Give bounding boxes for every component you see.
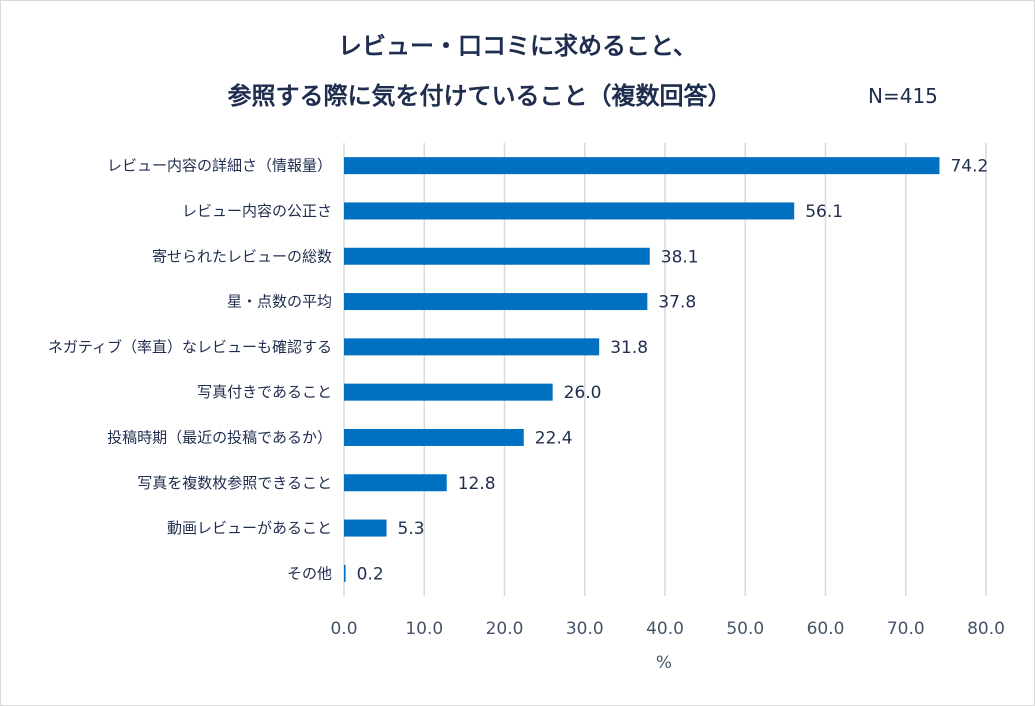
- x-tick-label: 30.0: [566, 619, 604, 639]
- x-tick-label: 50.0: [726, 619, 764, 639]
- category-label: 寄せられたレビューの総数: [152, 247, 332, 265]
- chart-title-line2: 参照する際に気を付けていること（複数回答）: [227, 82, 732, 110]
- value-labels: 74.2 56.1 38.1 37.8 31.8 26.0 22.4 12.8 5.3 0.2: [357, 157, 989, 585]
- x-tick-label: 70.0: [887, 619, 925, 639]
- x-tick-labels: 0.0 10.0 20.0 30.0 40.0 50.0 60.0 70.0 80.0: [330, 619, 1004, 639]
- bar: [344, 428, 524, 446]
- value-label: 56.1: [805, 202, 843, 222]
- bars: [344, 157, 940, 582]
- category-label: レビュー内容の公正さ: [182, 202, 332, 220]
- chart-title-line1: レビュー・口コミに求めること、: [337, 32, 698, 60]
- category-label: 写真付きであること: [197, 383, 332, 401]
- bar: [344, 338, 600, 356]
- bar: [344, 474, 447, 492]
- value-label: 74.2: [950, 157, 988, 177]
- value-label: 37.8: [658, 293, 696, 313]
- bar: [344, 247, 650, 265]
- category-labels: レビュー内容の詳細さ（情報量） レビュー内容の公正さ寄せられたレビューの総数星・点…: [48, 157, 332, 583]
- category-label: 写真を複数枚参照できること: [137, 474, 332, 492]
- sample-size-label: N=415: [868, 84, 938, 108]
- x-tick-label: 60.0: [807, 619, 845, 639]
- x-tick-label: 10.0: [405, 619, 443, 639]
- x-tick-label: 40.0: [646, 619, 684, 639]
- bar: [344, 157, 940, 175]
- category-label: 星・点数の平均: [227, 293, 332, 311]
- value-label: 26.0: [564, 383, 602, 403]
- value-label: 5.3: [398, 519, 425, 539]
- x-axis-label: %: [656, 653, 672, 673]
- value-label: 31.8: [610, 338, 648, 358]
- bar: [344, 383, 553, 401]
- x-tick-label: 80.0: [967, 619, 1005, 639]
- value-label: 12.8: [458, 474, 496, 494]
- bar: [344, 519, 387, 537]
- bar: [344, 202, 795, 220]
- bar: [344, 564, 346, 582]
- category-label: レビュー内容の詳細さ（情報量）: [107, 157, 332, 175]
- value-label: 22.4: [535, 428, 573, 448]
- bar: [344, 293, 648, 311]
- category-label: その他: [287, 564, 332, 582]
- x-tick-label: 20.0: [486, 619, 524, 639]
- category-label: 投稿時期（最近の投稿であるか）: [107, 428, 332, 446]
- x-tick-label: 0.0: [330, 619, 357, 639]
- value-label: 38.1: [661, 247, 699, 267]
- category-label: 動画レビューがあること: [167, 519, 332, 537]
- value-label: 0.2: [357, 564, 384, 584]
- category-label: ネガティブ（率直）なレビューも確認する: [48, 338, 332, 356]
